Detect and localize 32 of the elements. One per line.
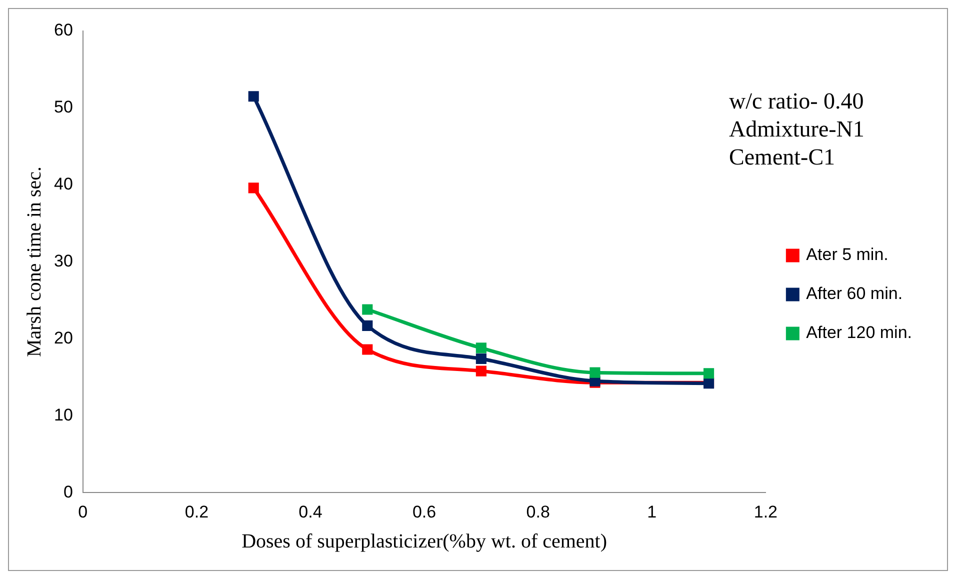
- point: [362, 304, 373, 315]
- point: [476, 353, 486, 364]
- x-tick-label: 0.4: [298, 502, 322, 522]
- x-tick-label: 0.8: [526, 502, 550, 522]
- annotation: Cement-C1: [729, 144, 836, 170]
- x-tick-label: 1: [647, 502, 657, 522]
- y-tick-label: 10: [54, 405, 73, 424]
- x-tick-label: 0: [78, 502, 88, 522]
- y-axis-title: Marsh cone time in sec.: [23, 166, 46, 358]
- y-tick-label: 20: [54, 328, 73, 348]
- annotation: w/c ratio- 0.40: [729, 88, 864, 114]
- y-tick-label: 50: [54, 98, 73, 117]
- point: [703, 368, 714, 379]
- point: [476, 342, 486, 354]
- point: [248, 91, 259, 102]
- point: [362, 344, 373, 355]
- y-tick-label: 40: [54, 174, 73, 194]
- x-tick-label: 1.2: [754, 502, 778, 522]
- y-tick-label: 30: [54, 251, 73, 270]
- x-axis-title: Doses of superplasticizer(%by wt. of cement): [242, 530, 608, 552]
- y-tick-label: 0: [63, 482, 73, 502]
- x-tick-label: 0.2: [184, 502, 209, 522]
- legend-label: After 60 min.: [806, 284, 903, 304]
- y-tick-label: 60: [54, 20, 73, 40]
- legend-label: Ater 5 min.: [806, 245, 888, 264]
- legend-label: After 120 min.: [806, 323, 912, 342]
- point: [476, 366, 486, 376]
- point: [590, 367, 600, 378]
- x-tick-label: 0.6: [412, 502, 436, 522]
- point: [248, 182, 259, 194]
- annotation: Admixture-N1: [729, 116, 864, 142]
- point: [362, 320, 373, 331]
